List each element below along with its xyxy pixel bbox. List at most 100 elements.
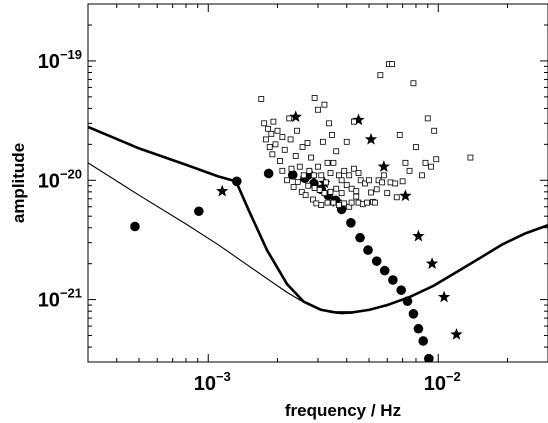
markers-layer bbox=[130, 61, 474, 362]
square-point bbox=[413, 144, 419, 150]
square-point bbox=[321, 101, 328, 108]
square-point bbox=[373, 186, 380, 193]
y-tick-label: 10−19 bbox=[38, 47, 82, 73]
square-point bbox=[308, 154, 315, 161]
square-point bbox=[323, 179, 329, 186]
square-point bbox=[294, 127, 300, 134]
circle-point bbox=[355, 232, 365, 243]
circle-point bbox=[418, 336, 428, 346]
square-point bbox=[284, 177, 290, 184]
y-tick-label: 10−21 bbox=[38, 286, 82, 312]
square-point bbox=[274, 127, 281, 134]
square-point bbox=[318, 172, 325, 179]
square-point bbox=[422, 159, 429, 166]
star-point bbox=[399, 189, 412, 202]
square-point bbox=[277, 158, 283, 164]
square-point bbox=[368, 189, 374, 196]
square-point bbox=[299, 144, 306, 150]
square-point bbox=[353, 188, 360, 195]
square-point bbox=[262, 136, 269, 143]
square-point bbox=[311, 185, 318, 191]
square-point bbox=[296, 163, 303, 170]
square-point bbox=[341, 200, 348, 207]
square-point bbox=[338, 190, 345, 197]
square-point bbox=[302, 192, 309, 199]
y-tick-label-base: 10 bbox=[38, 290, 60, 312]
x-tick-label: 10−2 bbox=[424, 369, 461, 395]
square-point bbox=[269, 151, 276, 158]
square-point bbox=[266, 144, 273, 150]
square-point bbox=[428, 163, 434, 170]
y-tick-label: 10−20 bbox=[38, 166, 82, 192]
x-tick-label-exp: −2 bbox=[446, 369, 461, 384]
square-point bbox=[336, 172, 342, 179]
square-point bbox=[279, 134, 286, 141]
square-point bbox=[300, 172, 307, 179]
star-point bbox=[289, 110, 302, 123]
star-point bbox=[364, 132, 378, 145]
x-tick-label-base: 10 bbox=[424, 373, 446, 395]
circle-point bbox=[263, 168, 274, 179]
circle-point bbox=[396, 285, 406, 295]
square-point bbox=[353, 193, 360, 200]
star-point bbox=[352, 113, 365, 126]
x-tick-label: 10−3 bbox=[194, 369, 231, 395]
y-tick-label-base: 10 bbox=[38, 51, 60, 73]
square-point bbox=[379, 179, 386, 186]
square-point bbox=[290, 183, 297, 190]
square-point bbox=[329, 131, 335, 138]
square-point bbox=[305, 182, 312, 189]
y-tick-label-exp: −21 bbox=[60, 286, 82, 301]
star-point bbox=[450, 328, 463, 340]
square-point bbox=[431, 127, 438, 134]
square-point bbox=[265, 125, 271, 132]
square-point bbox=[292, 153, 299, 159]
square-point bbox=[287, 136, 294, 143]
square-point bbox=[355, 170, 362, 176]
star-point bbox=[437, 290, 451, 303]
circle-point bbox=[408, 309, 419, 319]
square-point bbox=[371, 199, 378, 206]
square-point bbox=[311, 95, 318, 101]
square-point bbox=[364, 199, 370, 206]
square-point bbox=[424, 115, 431, 122]
circle-point bbox=[231, 176, 242, 187]
square-point bbox=[343, 138, 350, 145]
square-point bbox=[399, 178, 406, 185]
square-point bbox=[336, 202, 342, 208]
square-point bbox=[333, 148, 340, 155]
square-point bbox=[330, 159, 337, 166]
square-point bbox=[279, 167, 286, 174]
square-point bbox=[333, 185, 340, 192]
square-point bbox=[384, 190, 391, 197]
x-tick-label-exp: −3 bbox=[216, 369, 231, 384]
circle-point bbox=[371, 256, 382, 266]
square-point bbox=[268, 130, 275, 137]
lines-layer bbox=[88, 125, 548, 315]
star-point bbox=[425, 257, 439, 269]
square-point bbox=[327, 188, 334, 195]
square-point bbox=[362, 180, 368, 187]
square-point bbox=[341, 167, 348, 174]
square-point bbox=[324, 159, 331, 166]
square-point bbox=[286, 115, 293, 122]
y-tick-label-exp: −20 bbox=[60, 166, 82, 181]
square-point bbox=[366, 177, 372, 184]
circle-point bbox=[130, 221, 140, 232]
circle-point bbox=[424, 353, 434, 362]
circle-point bbox=[379, 265, 390, 276]
square-point bbox=[306, 167, 313, 174]
square-point bbox=[311, 172, 317, 179]
y-tick-label-base: 10 bbox=[38, 170, 60, 192]
square-point bbox=[392, 180, 399, 187]
square-point bbox=[288, 165, 295, 172]
square-point bbox=[272, 141, 279, 148]
circle-point bbox=[287, 170, 298, 180]
square-point bbox=[315, 163, 321, 170]
square-point bbox=[402, 159, 409, 166]
square-point bbox=[396, 131, 403, 138]
star-point bbox=[216, 184, 229, 197]
star-point bbox=[412, 229, 425, 242]
square-point bbox=[343, 182, 350, 189]
